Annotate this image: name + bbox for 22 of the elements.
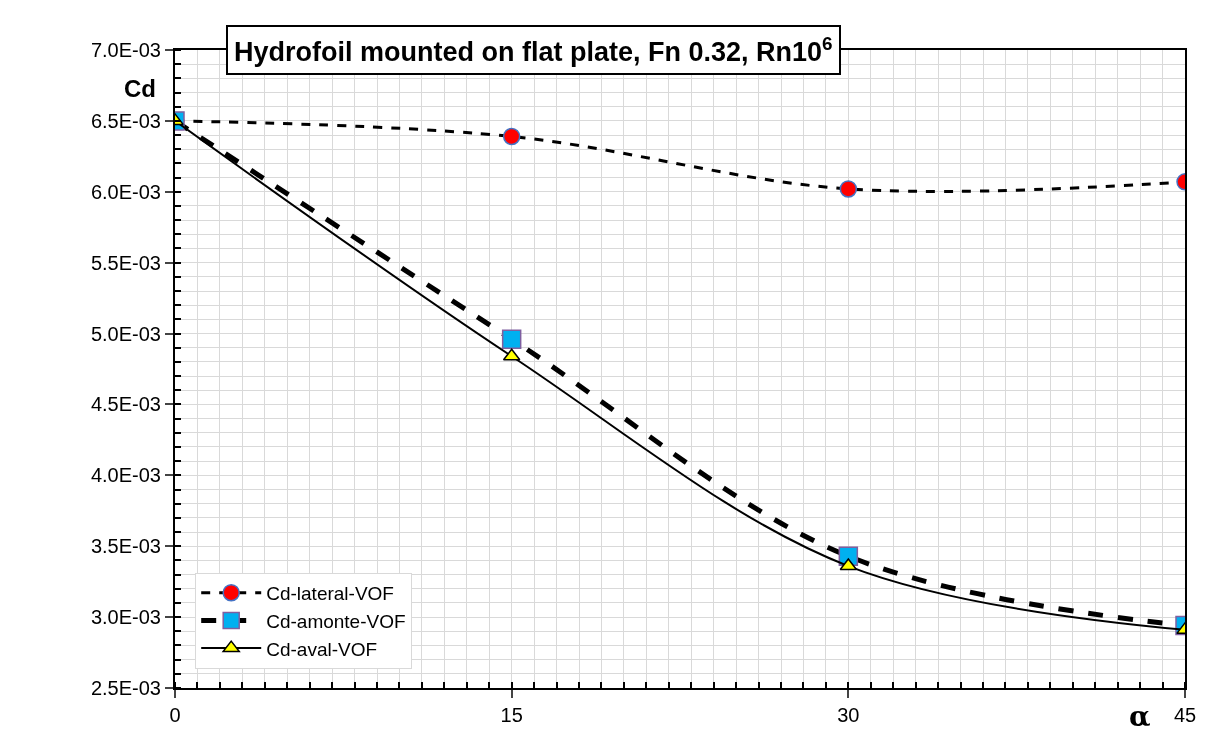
y-tick-label: 3.5E-03 — [90, 535, 161, 558]
y-tick-label: 6.0E-03 — [90, 180, 161, 203]
point — [839, 180, 858, 198]
legend-label: Cd-aval-VOF — [266, 638, 378, 660]
point — [502, 127, 521, 146]
y-tick-label: 2.5E-03 — [90, 677, 161, 699]
y-tick-label: 5.0E-03 — [90, 322, 161, 345]
x-tick-label: 0 — [169, 704, 181, 726]
legend-label: Cd-amonte-VOF — [266, 610, 406, 632]
x-tick-label: 30 — [837, 704, 860, 726]
x-axis-title: α — [1129, 700, 1151, 733]
y-tick-label: 6.5E-03 — [90, 109, 161, 132]
x-tick-label: 45 — [1173, 704, 1197, 726]
y-tick-label: 7.0E-03 — [90, 39, 161, 61]
chart-title: Hydrofoil mounted on flat plate, Fn 0.32, Rn10$^{6}$ — [234, 33, 833, 68]
y-axis-title: Cd — [124, 75, 156, 102]
y-tick-label: 4.0E-03 — [90, 464, 161, 487]
y-tick-label: 5.5E-03 — [90, 251, 161, 274]
y-tick-label: 4.5E-03 — [90, 393, 161, 416]
y-tick-label: 3.0E-03 — [90, 606, 161, 629]
legend-label: Cd-lateral-VOF — [266, 583, 394, 605]
x-tick-label: 15 — [500, 704, 523, 726]
